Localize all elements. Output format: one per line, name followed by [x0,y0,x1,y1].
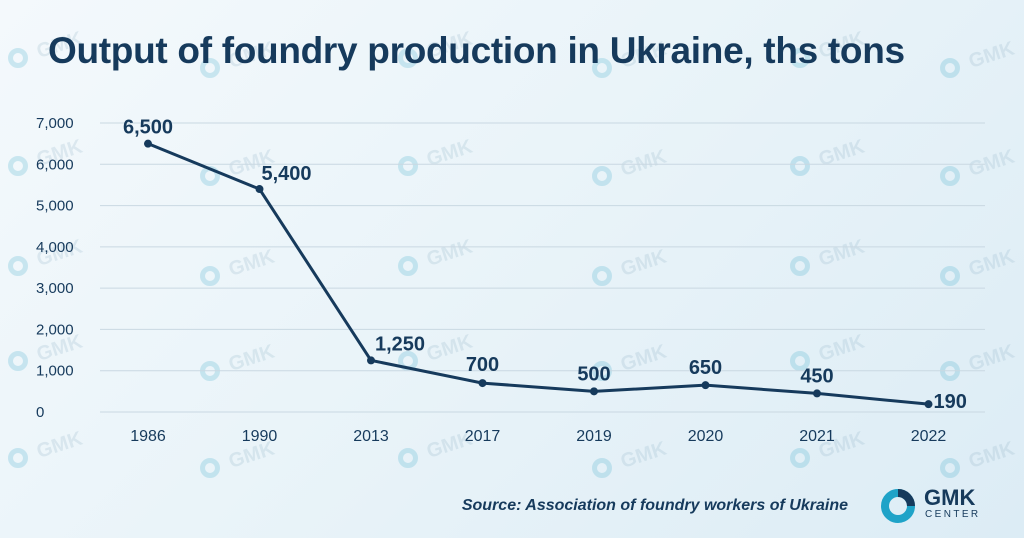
x-tick-label: 2022 [911,428,947,445]
y-tick-label: 3,000 [36,280,74,297]
y-tick-label: 0 [36,404,44,421]
data-point [255,185,264,194]
data-label: 1,250 [375,333,425,355]
data-point [590,387,598,396]
y-axis-tick-labels: 0 1,000 2,000 3,000 4,000 5,000 6,000 7,000 [36,115,74,421]
x-axis-tick-labels: 1986 1990 2013 2017 2019 2020 2021 2022 [130,428,946,445]
x-tick-label: 2020 [688,428,724,445]
gridlines [100,122,985,413]
source-note: Source: Association of foundry workers o… [461,497,848,514]
data-label: 450 [800,365,833,387]
data-label: 500 [577,363,610,385]
x-tick-label: 1986 [130,428,166,445]
data-point [813,389,821,398]
gmk-ring-icon [881,489,915,523]
data-point [367,356,375,365]
y-tick-label: 1,000 [36,363,74,380]
data-points [144,139,933,409]
logo-name: GMK [924,485,976,510]
y-tick-label: 7,000 [36,115,74,132]
data-label: 5,400 [262,163,312,185]
y-tick-label: 2,000 [36,321,74,338]
y-tick-label: 4,000 [36,239,74,256]
data-label: 190 [934,391,967,413]
data-label: 700 [466,354,499,376]
chart-title: Output of foundry production in Ukraine,… [48,30,905,71]
x-tick-label: 1990 [242,428,278,445]
y-tick-label: 6,000 [36,156,74,173]
series-line [147,142,929,406]
data-labels: 6,500 5,400 1,250 700 500 650 450 190 [123,117,967,414]
x-tick-label: 2017 [465,428,501,445]
data-label: 650 [689,357,722,379]
data-point [478,379,487,388]
data-label: 6,500 [123,117,173,139]
data-point [701,381,710,390]
x-tick-label: 2021 [799,428,835,445]
logo-subtitle: CENTER [925,509,981,520]
y-tick-label: 5,000 [36,198,74,215]
data-point [144,139,152,148]
x-tick-label: 2013 [353,428,389,445]
data-point [924,400,933,409]
x-tick-label: 2019 [576,428,612,445]
